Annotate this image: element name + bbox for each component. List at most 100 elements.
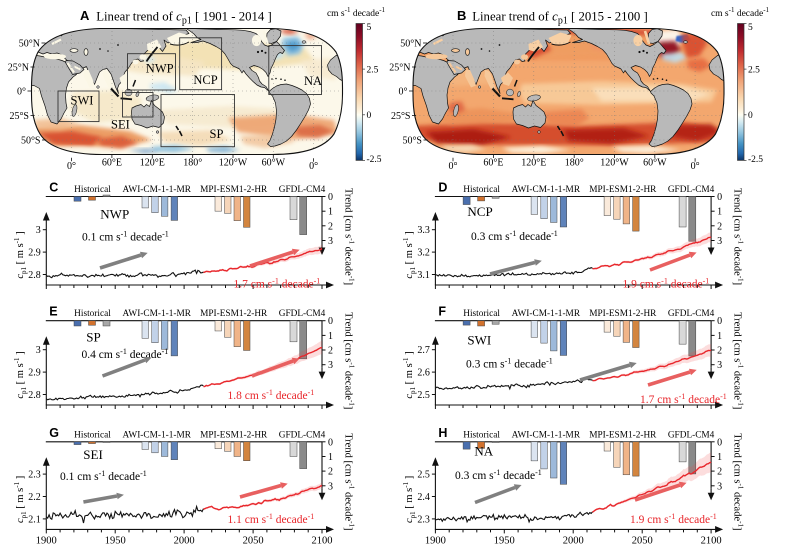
svg-text:Historical: Historical — [74, 185, 111, 195]
svg-text:Trend [cm s-1 decade-1]: Trend [cm s-1 decade-1] — [343, 433, 356, 530]
svg-text:1: 1 — [328, 331, 333, 342]
svg-text:MPI-ESM1-2-HR: MPI-ESM1-2-HR — [589, 185, 657, 195]
svg-text:Linear trend of cp1 [ 2015 - 2: Linear trend of cp1 [ 2015 - 2100 ] — [472, 10, 648, 27]
svg-text:50°N: 50°N — [400, 39, 421, 50]
svg-text:120°E: 120°E — [140, 158, 165, 169]
svg-text:GFDL-CM4: GFDL-CM4 — [279, 430, 326, 440]
svg-text:3.1: 3.1 — [417, 270, 430, 281]
svg-text:1: 1 — [328, 452, 333, 463]
svg-text:2.5: 2.5 — [417, 470, 430, 481]
svg-text:2050: 2050 — [632, 535, 653, 546]
svg-text:Trend [cm s-1 decade-1]: Trend [cm s-1 decade-1] — [732, 312, 745, 409]
svg-text:60°E: 60°E — [102, 158, 122, 169]
svg-text:NWP: NWP — [100, 207, 129, 222]
svg-text:AWI-CM-1-1-MR: AWI-CM-1-1-MR — [122, 185, 191, 195]
svg-text:0: 0 — [717, 437, 722, 448]
svg-text:1: 1 — [328, 207, 333, 218]
svg-text:Linear trend of cp1 [ 1901 - 2: Linear trend of cp1 [ 1901 - 2014 ] — [96, 10, 272, 27]
svg-text:2.5: 2.5 — [748, 65, 760, 75]
svg-text:SEI: SEI — [83, 447, 103, 462]
svg-text:2.1: 2.1 — [28, 514, 41, 525]
svg-text:2.3: 2.3 — [417, 514, 430, 525]
svg-text:2.9: 2.9 — [28, 368, 41, 379]
svg-text:2: 2 — [717, 221, 722, 232]
svg-text:MPI-ESM1-2-HR: MPI-ESM1-2-HR — [200, 185, 268, 195]
svg-text:cm s-1 decade-1: cm s-1 decade-1 — [711, 6, 770, 19]
svg-text:0.3 cm s-1 decade-1: 0.3 cm s-1 decade-1 — [471, 229, 558, 243]
svg-text:AWI-CM-1-1-MR: AWI-CM-1-1-MR — [122, 430, 191, 440]
svg-text:NCP: NCP — [467, 204, 492, 219]
svg-text:0.1 cm s-1 decade-1: 0.1 cm s-1 decade-1 — [82, 230, 169, 244]
svg-text:2: 2 — [328, 346, 333, 357]
svg-text:2.6: 2.6 — [417, 368, 430, 379]
svg-text:SP: SP — [86, 330, 100, 345]
svg-text:0: 0 — [328, 437, 333, 448]
svg-text:25°S: 25°S — [391, 111, 411, 122]
svg-text:D: D — [438, 181, 447, 195]
svg-text:H: H — [438, 426, 447, 440]
svg-text:25°S: 25°S — [9, 111, 29, 122]
svg-text:120°E: 120°E — [521, 158, 546, 169]
svg-text:Historical: Historical — [74, 309, 111, 319]
svg-text:GFDL-CM4: GFDL-CM4 — [668, 309, 715, 319]
svg-text:Trend [cm s-1 decade-1]: Trend [cm s-1 decade-1] — [343, 312, 356, 409]
svg-text:1900: 1900 — [36, 535, 57, 546]
svg-text:1.9 cm s-1 decade-1: 1.9 cm s-1 decade-1 — [623, 277, 710, 291]
svg-text:1.7 cm s-1 decade-1: 1.7 cm s-1 decade-1 — [640, 392, 727, 406]
svg-text:GFDL-CM4: GFDL-CM4 — [279, 309, 326, 319]
svg-text:-2.5: -2.5 — [367, 155, 382, 165]
svg-text:60°E: 60°E — [483, 158, 503, 169]
svg-text:3: 3 — [717, 236, 722, 247]
svg-text:2.5: 2.5 — [417, 390, 430, 401]
svg-text:0: 0 — [367, 111, 372, 121]
svg-text:B: B — [457, 8, 466, 23]
svg-text:SWI: SWI — [71, 94, 94, 108]
svg-text:F: F — [438, 305, 446, 319]
svg-text:1.1 cm s-1 decade-1: 1.1 cm s-1 decade-1 — [228, 512, 315, 526]
svg-text:AWI-CM-1-1-MR: AWI-CM-1-1-MR — [512, 309, 581, 319]
svg-text:0: 0 — [717, 316, 722, 327]
svg-text:0: 0 — [328, 316, 333, 327]
svg-text:3: 3 — [328, 236, 333, 247]
svg-text:120°W: 120°W — [600, 158, 629, 169]
svg-text:0.3 cm s-1 decade-1: 0.3 cm s-1 decade-1 — [455, 468, 542, 482]
svg-text:0°: 0° — [67, 161, 76, 172]
svg-text:1900: 1900 — [425, 535, 446, 546]
svg-text:NWP: NWP — [146, 62, 174, 76]
svg-text:50°N: 50°N — [19, 39, 40, 50]
svg-text:AWI-CM-1-1-MR: AWI-CM-1-1-MR — [512, 430, 581, 440]
svg-text:GFDL-CM4: GFDL-CM4 — [668, 430, 715, 440]
svg-text:2.5: 2.5 — [367, 65, 379, 75]
svg-text:0°: 0° — [691, 161, 700, 172]
svg-text:1950: 1950 — [105, 535, 126, 546]
svg-text:A: A — [80, 8, 90, 23]
svg-text:SEI: SEI — [111, 118, 130, 132]
svg-text:2050: 2050 — [243, 535, 264, 546]
svg-text:60°W: 60°W — [643, 158, 667, 169]
svg-text:3.3: 3.3 — [417, 225, 430, 236]
svg-text:0: 0 — [748, 111, 753, 121]
svg-text:AWI-CM-1-1-MR: AWI-CM-1-1-MR — [512, 185, 581, 195]
svg-text:2000: 2000 — [563, 535, 584, 546]
svg-text:E: E — [49, 305, 57, 319]
svg-text:5: 5 — [367, 23, 372, 33]
svg-text:Historical: Historical — [463, 309, 500, 319]
svg-text:1950: 1950 — [494, 535, 515, 546]
svg-text:Trend [cm s-1 decade-1]: Trend [cm s-1 decade-1] — [732, 433, 745, 530]
svg-text:MPI-ESM1-2-HR: MPI-ESM1-2-HR — [200, 430, 268, 440]
svg-text:NCP: NCP — [193, 73, 217, 87]
svg-text:G: G — [49, 426, 59, 440]
svg-text:2: 2 — [328, 467, 333, 478]
svg-text:NA: NA — [474, 443, 493, 458]
svg-text:Historical: Historical — [74, 430, 111, 440]
svg-text:60°W: 60°W — [262, 158, 286, 169]
svg-text:0: 0 — [717, 192, 722, 203]
svg-text:3: 3 — [36, 225, 41, 236]
svg-text:Trend [cm s-1 decade-1]: Trend [cm s-1 decade-1] — [732, 188, 745, 285]
svg-text:2.8: 2.8 — [28, 270, 41, 281]
svg-text:MPI-ESM1-2-HR: MPI-ESM1-2-HR — [200, 309, 268, 319]
svg-text:25°N: 25°N — [8, 63, 29, 74]
svg-text:Historical: Historical — [463, 430, 500, 440]
svg-text:2.2: 2.2 — [28, 492, 41, 503]
svg-text:SP: SP — [210, 127, 224, 141]
